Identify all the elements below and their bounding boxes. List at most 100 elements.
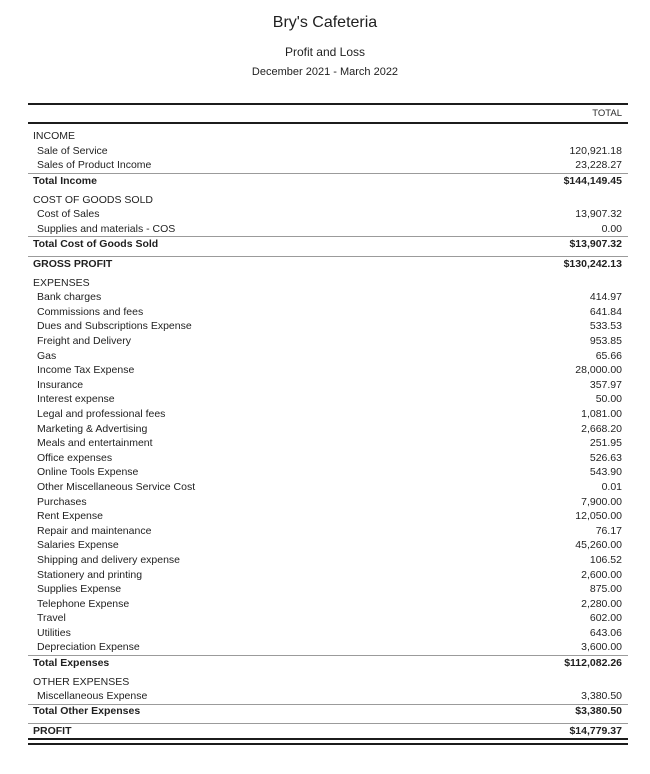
row-label: Freight and Delivery: [37, 335, 131, 348]
row-label: Depreciation Expense: [37, 641, 140, 654]
row-label: GROSS PROFIT: [33, 257, 113, 270]
report-header: Bry's Cafeteria Profit and Loss December…: [0, 0, 650, 79]
row-label: Commissions and fees: [37, 305, 144, 318]
row-value: 12,050.00: [575, 510, 622, 523]
report-row: Commissions and fees 641.84: [28, 305, 628, 320]
row-value: 641.84: [589, 305, 622, 318]
report-row: Purchases 7,900.00: [28, 494, 628, 509]
row-value: 533.53: [589, 320, 622, 333]
row-label: Repair and maintenance: [37, 524, 152, 537]
report-row: Total Income $144,149.45: [28, 172, 628, 188]
report-row: Other Miscellaneous Service Cost 0.01: [28, 480, 628, 495]
report-row: COST OF GOODS SOLD: [28, 192, 628, 207]
row-value: $3,380.50: [575, 705, 622, 718]
report-row: PROFIT $14,779.37: [28, 723, 628, 738]
row-label: Income Tax Expense: [37, 364, 135, 377]
report-row: GROSS PROFIT $130,242.13: [28, 255, 628, 271]
row-value: 0.01: [601, 480, 622, 493]
row-label: Utilities: [37, 626, 71, 639]
report-row: Telephone Expense 2,280.00: [28, 596, 628, 611]
report-row: Dues and Subscriptions Expense 533.53: [28, 319, 628, 334]
row-label: Insurance: [37, 378, 84, 391]
report-row: Marketing & Advertising 2,668.20: [28, 421, 628, 436]
company-name: Bry's Cafeteria: [272, 14, 378, 31]
report-period: December 2021 - March 2022: [251, 66, 399, 78]
row-label: Total Expenses: [33, 656, 110, 669]
row-label: Rent Expense: [37, 510, 103, 523]
report-row: INCOME: [28, 129, 628, 144]
row-value: 106.52: [589, 553, 622, 566]
row-value: 251.95: [589, 437, 622, 450]
row-label: OTHER EXPENSES: [33, 675, 130, 688]
row-value: 0.00: [601, 222, 622, 235]
report-row: Cost of Sales 13,907.32: [28, 207, 628, 222]
report-row: Freight and Delivery 953.85: [28, 334, 628, 349]
row-value: 1,081.00: [581, 407, 622, 420]
report-row: Total Expenses $112,082.26: [28, 654, 628, 670]
report-row: Meals and entertainment 251.95: [28, 436, 628, 451]
row-label: Travel: [37, 612, 66, 625]
report-row: Interest expense 50.00: [28, 392, 628, 407]
row-label: COST OF GOODS SOLD: [33, 193, 153, 206]
row-value: 13,907.32: [575, 208, 622, 221]
report-row: Online Tools Expense 543.90: [28, 465, 628, 480]
row-value: 643.06: [589, 626, 622, 639]
row-label: Miscellaneous Expense: [37, 690, 148, 703]
row-label: Supplies and materials - COS: [37, 222, 176, 235]
column-header-row: TOTAL: [28, 105, 628, 124]
report-rows: INCOME Sale of Service 120,921.18 Sales …: [28, 129, 628, 738]
row-label: Total Income: [33, 174, 97, 187]
row-label: EXPENSES: [33, 276, 90, 289]
report-row: Office expenses 526.63: [28, 450, 628, 465]
row-value: 526.63: [589, 451, 622, 464]
row-value: 45,260.00: [575, 539, 622, 552]
row-value: 2,600.00: [581, 568, 622, 581]
report-row: Depreciation Expense 3,600.00: [28, 640, 628, 655]
report-row: Salaries Expense 45,260.00: [28, 538, 628, 553]
row-value: 23,228.27: [575, 159, 622, 172]
row-label: Online Tools Expense: [37, 466, 139, 479]
report-table: TOTAL INCOME Sale of Service 120,921.18 …: [28, 103, 628, 745]
row-label: Sales of Product Income: [37, 159, 152, 172]
row-value: $13,907.32: [569, 237, 622, 250]
row-label: INCOME: [33, 130, 75, 143]
row-value: 2,668.20: [581, 422, 622, 435]
report-row: Travel 602.00: [28, 611, 628, 626]
row-value: 28,000.00: [575, 364, 622, 377]
report-row: Supplies and materials - COS 0.00: [28, 222, 628, 237]
row-value: $14,779.37: [569, 724, 622, 737]
row-value: 543.90: [589, 466, 622, 479]
report-row: Rent Expense 12,050.00: [28, 509, 628, 524]
row-label: Telephone Expense: [37, 597, 130, 610]
row-label: Interest expense: [37, 393, 115, 406]
row-value: 120,921.18: [569, 144, 622, 157]
row-value: 65.66: [595, 349, 622, 362]
row-label: Total Other Expenses: [33, 705, 141, 718]
report-row: Repair and maintenance 76.17: [28, 523, 628, 538]
row-label: Bank charges: [37, 291, 102, 304]
row-value: $144,149.45: [563, 174, 622, 187]
row-label: Office expenses: [37, 451, 113, 464]
report-row: Total Other Expenses $3,380.50: [28, 703, 628, 719]
row-value: $130,242.13: [563, 257, 622, 270]
row-value: 76.17: [595, 524, 622, 537]
report-row: Miscellaneous Expense 3,380.50: [28, 689, 628, 704]
row-value: 875.00: [589, 583, 622, 596]
report-row: Total Cost of Goods Sold $13,907.32: [28, 236, 628, 251]
row-label: Marketing & Advertising: [37, 422, 148, 435]
row-label: Dues and Subscriptions Expense: [37, 320, 192, 333]
row-label: PROFIT: [33, 724, 72, 737]
row-label: Sale of Service: [37, 144, 108, 157]
row-label: Shipping and delivery expense: [37, 553, 181, 566]
row-value: 50.00: [595, 393, 622, 406]
row-label: Meals and entertainment: [37, 437, 153, 450]
row-value: 414.97: [589, 291, 622, 304]
report-row: OTHER EXPENSES: [28, 674, 628, 689]
report-row: Income Tax Expense 28,000.00: [28, 363, 628, 378]
row-value: 2,280.00: [581, 597, 622, 610]
report-row: Legal and professional fees 1,081.00: [28, 407, 628, 422]
report-row: EXPENSES: [28, 275, 628, 290]
report-row: Sale of Service 120,921.18: [28, 144, 628, 159]
row-value: 357.97: [589, 378, 622, 391]
